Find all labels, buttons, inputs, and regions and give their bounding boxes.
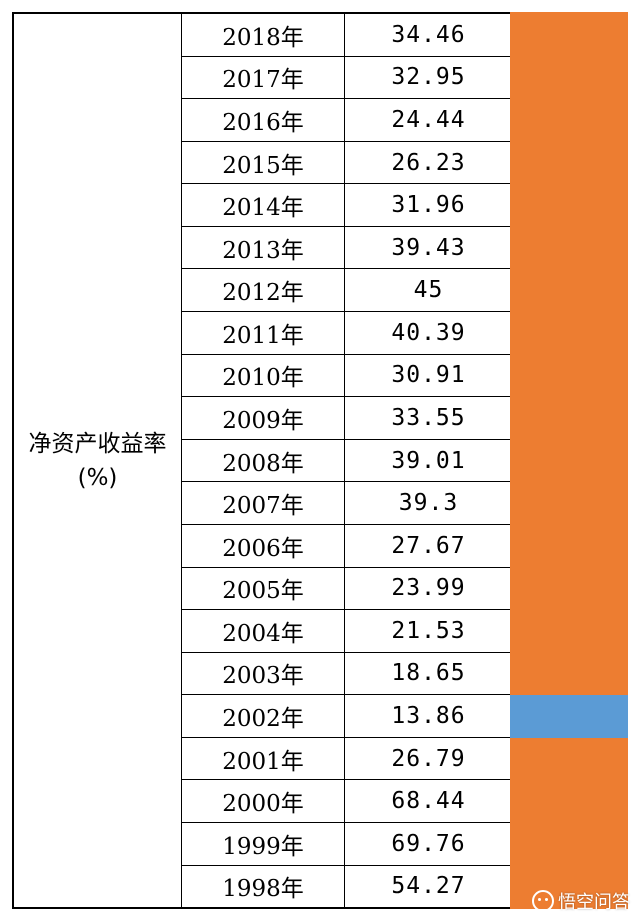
- value-cell: 39.3: [398, 490, 459, 517]
- value-cell: 54.27: [391, 873, 466, 900]
- row-header-label: 净资产收益率(%): [28, 430, 167, 491]
- value-cell: 39.43: [391, 234, 466, 261]
- side-bar-segment: [510, 567, 628, 611]
- table-row: 2010年 30.91: [182, 354, 512, 398]
- value-cell: 69.76: [391, 830, 466, 857]
- value-cell: 45: [413, 277, 444, 304]
- table-row: 2018年 34.46: [182, 14, 512, 57]
- watermark-text: 悟空问答: [558, 892, 630, 913]
- side-bar-segment: [510, 780, 628, 825]
- year-cell: 2005年: [182, 567, 345, 610]
- value-cell: 13.86: [391, 703, 466, 730]
- table-row: 2012年 45: [182, 269, 512, 313]
- table-row: 2008年 39.01: [182, 439, 512, 483]
- year-cell: 2010年: [182, 354, 345, 397]
- side-bar-segment: [510, 353, 628, 397]
- value-cell: 23.99: [391, 575, 466, 602]
- table-row: 2016年 24.44: [182, 99, 512, 142]
- side-color-bar: [510, 12, 628, 910]
- year-cell: 2003年: [182, 652, 345, 695]
- value-cell: 31.96: [391, 192, 466, 219]
- year-cell: 2012年: [182, 269, 345, 312]
- table-row: 2014年 31.96: [182, 184, 512, 227]
- year-cell: 2018年: [182, 14, 345, 56]
- year-cell: 2009年: [182, 397, 345, 439]
- table-row: 2006年 27.67: [182, 524, 512, 568]
- value-cell: 32.95: [391, 64, 466, 91]
- table-row: 2015年 26.23: [182, 141, 512, 185]
- side-bar-segment: [510, 225, 628, 269]
- year-cell: 2004年: [182, 610, 345, 652]
- table-row: 2005年 23.99: [182, 567, 512, 611]
- value-cell: 40.39: [391, 319, 466, 346]
- table-rows: 2018年 34.46 2017年 32.95 2016年 24.44 2015年 26.23…: [182, 14, 512, 908]
- year-cell: 2000年: [182, 780, 345, 822]
- year-cell: 2011年: [182, 312, 345, 354]
- value-cell: 68.44: [391, 788, 466, 815]
- roe-table: 净资产收益率(%) 2018年 34.46 2017年 32.95 2016年 24.44…: [12, 12, 512, 909]
- side-bar-segment: [510, 439, 628, 483]
- year-cell: 2016年: [182, 99, 345, 141]
- side-bar-highlight-segment: [510, 695, 628, 739]
- year-cell: 2014年: [182, 184, 345, 226]
- value-cell: 21.53: [391, 617, 466, 644]
- side-bar-segment: [510, 481, 628, 526]
- side-bar-segment: [510, 738, 628, 782]
- side-bar-segment: [510, 866, 628, 910]
- side-bar-segment: [510, 610, 628, 654]
- year-cell: 2008年: [182, 439, 345, 482]
- watermark: 悟空问答: [532, 888, 630, 914]
- side-bar-segment: [510, 652, 628, 696]
- value-cell: 26.79: [391, 745, 466, 772]
- table-row: 2007年 39.3: [182, 482, 512, 525]
- table-row: 2003年 18.65: [182, 652, 512, 696]
- year-cell: 2001年: [182, 737, 345, 780]
- table-row: 2002年 13.86: [182, 695, 512, 738]
- side-bar-segment: [510, 524, 628, 568]
- year-cell: 2002年: [182, 695, 345, 737]
- table-row: 2001年 26.79: [182, 737, 512, 781]
- year-cell: 2017年: [182, 56, 345, 99]
- row-header-cell: 净资产收益率(%): [14, 14, 182, 907]
- table-row: 2009年 33.55: [182, 397, 512, 440]
- year-cell: 1999年: [182, 822, 345, 865]
- table-row: 2011年 40.39: [182, 312, 512, 355]
- wukong-logo-icon: [532, 890, 554, 912]
- table-row: 2017年 32.95: [182, 56, 512, 100]
- side-bar-segment: [510, 268, 628, 312]
- side-bar-segment: [510, 140, 628, 184]
- year-cell: 1998年: [182, 865, 345, 908]
- table-row: 2000年 68.44: [182, 780, 512, 823]
- table-row: 1998年 54.27: [182, 865, 512, 908]
- side-bar-segment: [510, 12, 628, 56]
- side-bar-segment: [510, 823, 628, 867]
- side-bar-segment: [510, 396, 628, 440]
- table-row: 1999年 69.76: [182, 822, 512, 866]
- year-cell: 2015年: [182, 141, 345, 184]
- side-bar-segment: [510, 97, 628, 141]
- side-bar-segment: [510, 182, 628, 227]
- value-cell: 33.55: [391, 404, 466, 431]
- value-cell: 30.91: [391, 362, 466, 389]
- value-cell: 34.46: [391, 21, 466, 48]
- value-cell: 26.23: [391, 149, 466, 176]
- year-cell: 2007年: [182, 482, 345, 524]
- table-row: 2004年 21.53: [182, 610, 512, 653]
- table-row: 2013年 39.43: [182, 226, 512, 270]
- value-cell: 24.44: [391, 106, 466, 133]
- year-cell: 2006年: [182, 524, 345, 567]
- side-bar-segment: [510, 311, 628, 355]
- value-cell: 18.65: [391, 660, 466, 687]
- value-cell: 39.01: [391, 447, 466, 474]
- side-bar-segment: [510, 54, 628, 98]
- year-cell: 2013年: [182, 226, 345, 269]
- value-cell: 27.67: [391, 532, 466, 559]
